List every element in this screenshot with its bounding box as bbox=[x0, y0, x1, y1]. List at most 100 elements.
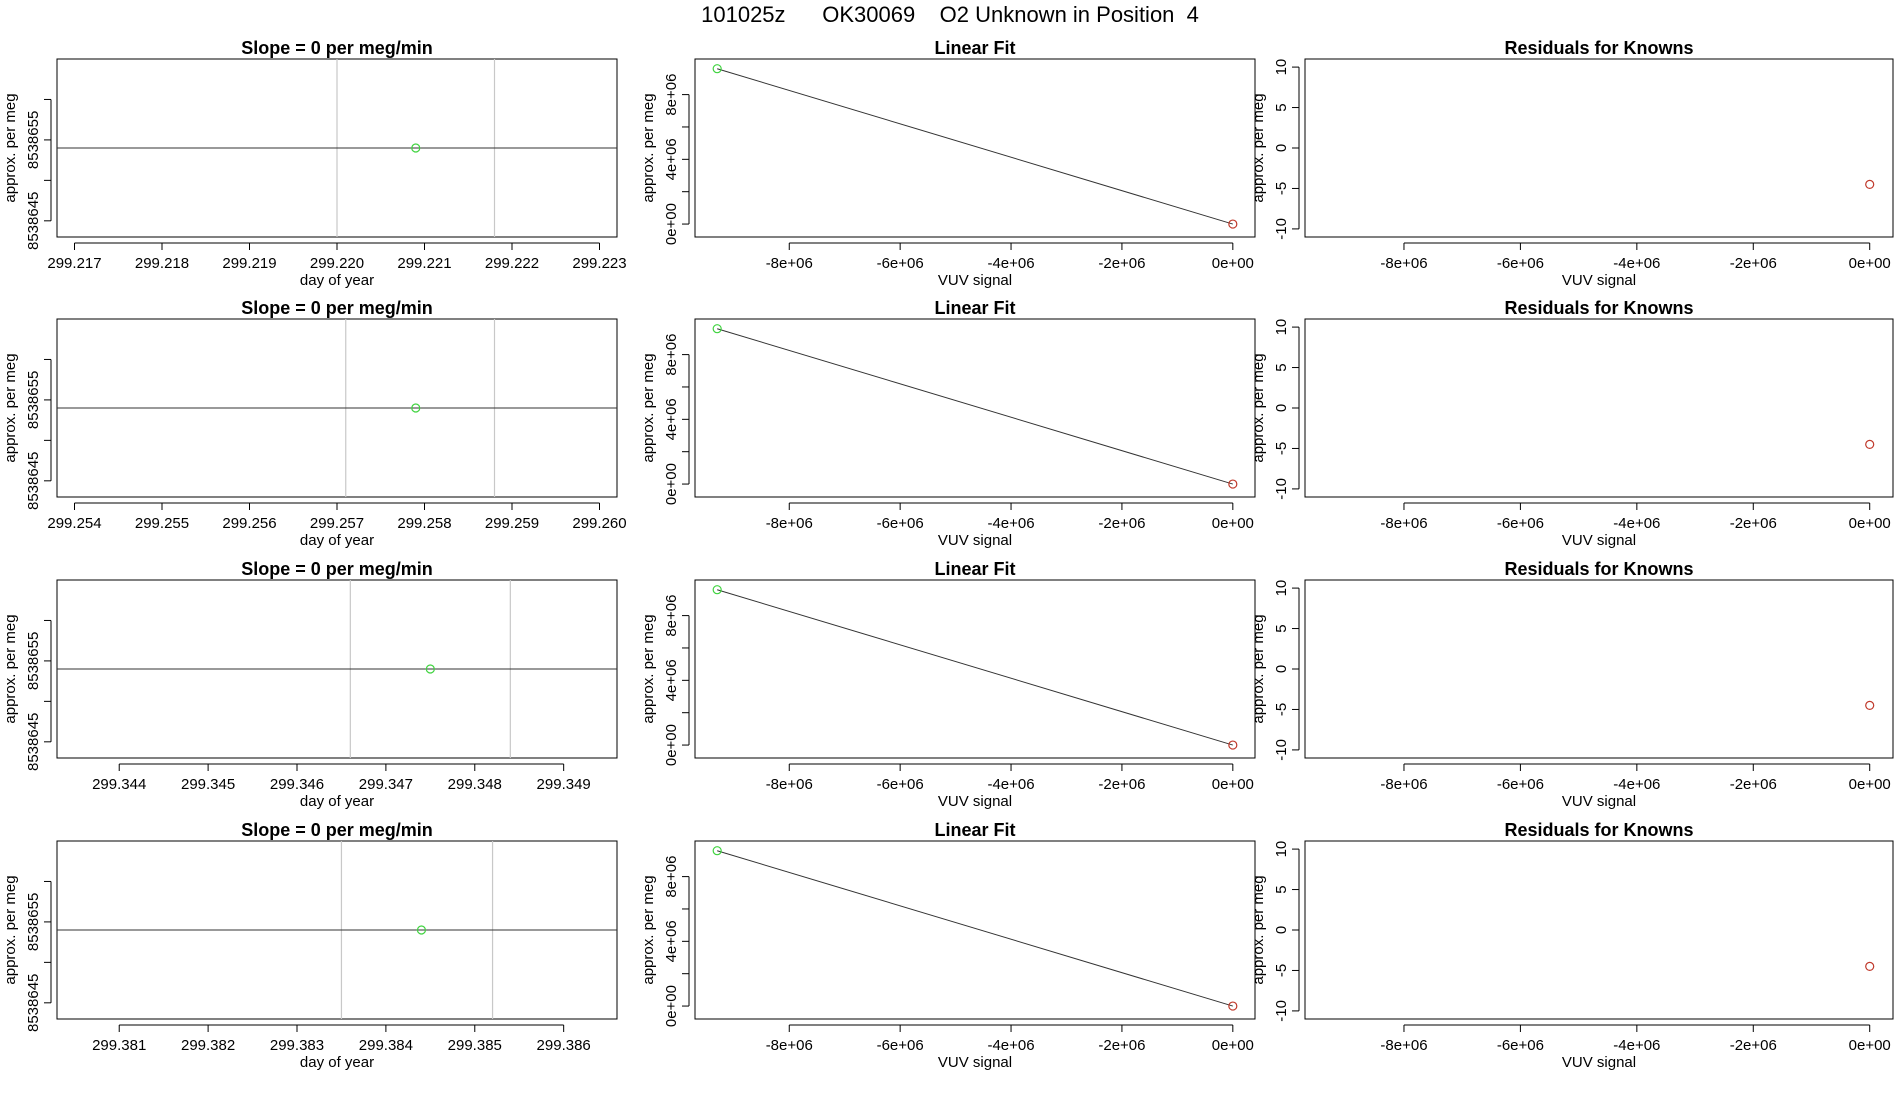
plot-title: Slope = 0 per meg/min bbox=[241, 38, 433, 58]
y-tick-label: 5 bbox=[1273, 885, 1290, 893]
plot-frame bbox=[694, 318, 1256, 498]
y-tick-label: -5 bbox=[1273, 964, 1290, 977]
plot-frame bbox=[1304, 318, 1894, 498]
y-axis-label: approx. per meg bbox=[640, 614, 657, 723]
plot-frame bbox=[1304, 58, 1894, 238]
data-point bbox=[411, 403, 421, 413]
x-tick-label: -4e+06 bbox=[987, 776, 1034, 793]
x-tick-label: 0e+00 bbox=[1849, 1037, 1891, 1054]
x-tick-label: 299.259 bbox=[485, 515, 539, 532]
x-tick-label: -4e+06 bbox=[1613, 776, 1660, 793]
data-point bbox=[1228, 740, 1238, 750]
x-tick-label: 299.345 bbox=[181, 776, 235, 793]
x-tick-label: 299.385 bbox=[448, 1037, 502, 1054]
x-tick-label: 299.348 bbox=[448, 776, 502, 793]
y-tick-label: -5 bbox=[1273, 182, 1290, 195]
y-tick-label: 8538645 bbox=[25, 713, 42, 771]
y-tick-label: 0e+00 bbox=[663, 985, 680, 1027]
data-point bbox=[416, 925, 427, 935]
plot-frame bbox=[694, 579, 1256, 759]
x-tick-label: 299.217 bbox=[47, 255, 101, 272]
y-axis-label: approx. per meg bbox=[2, 875, 19, 984]
y-tick-label: 8e+06 bbox=[663, 74, 680, 116]
x-tick-label: -6e+06 bbox=[1497, 255, 1544, 272]
y-tick-label: 0 bbox=[1273, 926, 1290, 934]
plot-title: Residuals for Knowns bbox=[1504, 38, 1693, 58]
y-axis-label: approx. per meg bbox=[1250, 614, 1267, 723]
x-axis-label: VUV signal bbox=[1562, 1054, 1636, 1071]
y-axis-label: approx. per meg bbox=[2, 614, 19, 723]
y-tick-label: 4e+06 bbox=[663, 659, 680, 701]
data-point bbox=[425, 664, 435, 674]
x-tick-label: -4e+06 bbox=[987, 1037, 1034, 1054]
y-tick-label: 10 bbox=[1273, 841, 1290, 858]
data-line bbox=[717, 68, 1233, 225]
y-tick-label: 4e+06 bbox=[663, 138, 680, 180]
y-tick-label: 0e+00 bbox=[663, 724, 680, 766]
y-tick-label: 10 bbox=[1273, 319, 1290, 336]
x-tick-label: 0e+00 bbox=[1212, 1037, 1254, 1054]
x-tick-label: -4e+06 bbox=[1613, 255, 1660, 272]
plot-title: Slope = 0 per meg/min bbox=[241, 298, 433, 318]
x-tick-label: -6e+06 bbox=[877, 515, 924, 532]
y-tick-label: 0 bbox=[1273, 144, 1290, 152]
x-tick-label: 0e+00 bbox=[1849, 515, 1891, 532]
x-tick-label: 299.260 bbox=[572, 515, 626, 532]
x-tick-label: -4e+06 bbox=[987, 255, 1034, 272]
x-tick-label: -2e+06 bbox=[1730, 255, 1777, 272]
y-tick-label: 8e+06 bbox=[663, 856, 680, 898]
y-tick-label: -10 bbox=[1273, 218, 1290, 240]
x-tick-label: -8e+06 bbox=[766, 255, 813, 272]
x-tick-label: -6e+06 bbox=[1497, 515, 1544, 532]
x-tick-label: -8e+06 bbox=[1380, 255, 1427, 272]
x-axis-label: VUV signal bbox=[938, 1054, 1012, 1071]
data-point bbox=[712, 585, 722, 595]
y-tick-label: 8538655 bbox=[25, 632, 42, 690]
x-tick-label: -6e+06 bbox=[1497, 1037, 1544, 1054]
data-point bbox=[712, 324, 722, 334]
x-tick-label: -8e+06 bbox=[766, 1037, 813, 1054]
x-tick-label: -2e+06 bbox=[1730, 515, 1777, 532]
x-tick-label: 299.383 bbox=[270, 1037, 324, 1054]
y-tick-label: 8538645 bbox=[25, 192, 42, 250]
x-tick-label: 299.382 bbox=[181, 1037, 235, 1054]
data-line bbox=[717, 850, 1233, 1007]
x-tick-label: 299.222 bbox=[485, 255, 539, 272]
y-tick-label: -10 bbox=[1273, 478, 1290, 500]
data-line bbox=[717, 589, 1233, 746]
plot-frame bbox=[1304, 579, 1894, 759]
x-tick-label: 299.258 bbox=[397, 515, 451, 532]
x-tick-label: -2e+06 bbox=[1098, 776, 1145, 793]
y-tick-label: -5 bbox=[1273, 442, 1290, 455]
x-tick-label: 299.256 bbox=[222, 515, 276, 532]
data-point bbox=[712, 64, 722, 74]
x-tick-label: -2e+06 bbox=[1730, 776, 1777, 793]
y-axis-label: approx. per meg bbox=[640, 875, 657, 984]
x-tick-label: -6e+06 bbox=[877, 255, 924, 272]
data-point bbox=[1865, 700, 1875, 711]
x-axis-label: day of year bbox=[300, 532, 374, 549]
y-tick-label: 5 bbox=[1273, 103, 1290, 111]
data-point bbox=[1865, 179, 1875, 190]
x-tick-label: 299.220 bbox=[310, 255, 364, 272]
x-tick-label: -8e+06 bbox=[1380, 515, 1427, 532]
y-tick-label: 8538655 bbox=[25, 893, 42, 951]
x-axis-label: VUV signal bbox=[1562, 532, 1636, 549]
y-tick-label: 8538645 bbox=[25, 452, 42, 510]
x-tick-label: -2e+06 bbox=[1730, 1037, 1777, 1054]
x-tick-label: -4e+06 bbox=[1613, 1037, 1660, 1054]
plot-title: Residuals for Knowns bbox=[1504, 559, 1693, 579]
x-tick-label: 299.346 bbox=[270, 776, 324, 793]
y-axis-label: approx. per meg bbox=[1250, 353, 1267, 462]
x-tick-label: -6e+06 bbox=[877, 776, 924, 793]
y-tick-label: -10 bbox=[1273, 1000, 1290, 1022]
x-axis-label: VUV signal bbox=[938, 532, 1012, 549]
y-tick-label: 4e+06 bbox=[663, 920, 680, 962]
x-tick-label: 299.255 bbox=[135, 515, 189, 532]
y-tick-label: 10 bbox=[1273, 59, 1290, 76]
x-tick-label: 299.218 bbox=[135, 255, 189, 272]
x-axis-label: day of year bbox=[300, 793, 374, 810]
data-point bbox=[712, 846, 722, 856]
plot-title: Linear Fit bbox=[934, 298, 1015, 318]
x-tick-label: 299.384 bbox=[359, 1037, 413, 1054]
